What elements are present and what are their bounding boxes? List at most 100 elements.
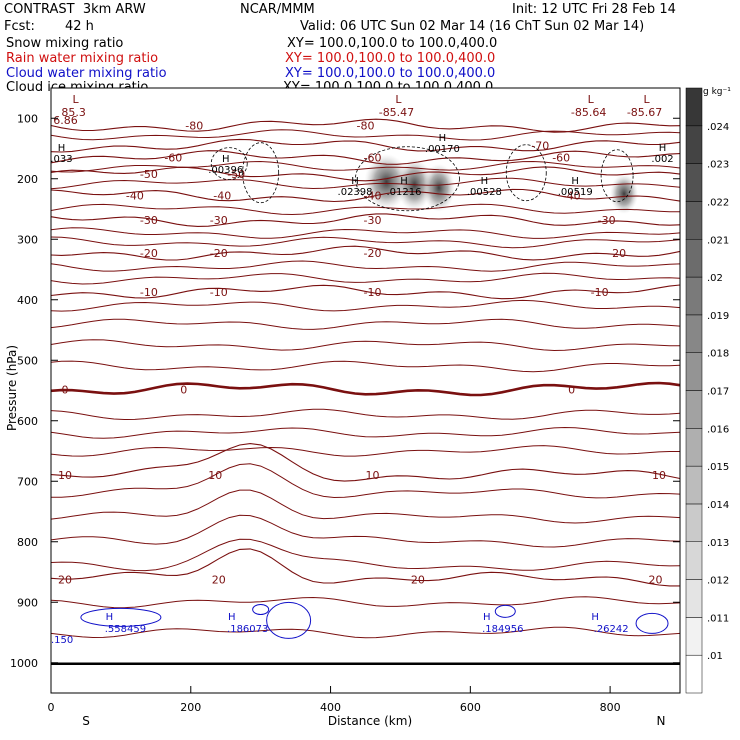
colorbar-cell	[685, 390, 703, 429]
isotherm-label: -30	[140, 214, 158, 227]
ice-high-marker: H	[481, 176, 489, 187]
ice-high-marker: H	[222, 154, 230, 165]
isotherm-line	[50, 360, 681, 373]
isotherm-label: 10	[208, 469, 222, 482]
isotherm-line	[50, 408, 681, 421]
cloud-high-marker: H	[106, 612, 114, 623]
isotherm-10	[50, 443, 681, 482]
isotherm-line	[50, 426, 681, 439]
cloud-max-label: .558459	[105, 624, 146, 635]
fcst-value: 42 h	[65, 19, 94, 34]
isotherm-line	[50, 177, 681, 190]
cloud-max-label: .184956	[482, 624, 523, 635]
isotherm-label: 20	[411, 573, 425, 586]
side-label: .150	[51, 635, 73, 646]
ice-max-label: .002	[651, 154, 673, 165]
isotherm-label: -70	[531, 139, 549, 152]
ice-max-label: .00396	[208, 165, 243, 176]
ice-shading	[610, 173, 639, 214]
min-value-label: -85.67	[627, 106, 662, 119]
isotherm-label: -20	[140, 247, 158, 260]
colorbar-cell	[685, 163, 703, 202]
colorbar-label: .021	[707, 235, 729, 246]
cloud-water-contour	[80, 607, 162, 627]
isotherm-label: -80	[357, 120, 375, 133]
legend-snow-xy: XY= 100.0,100.0 to 100.0,400.0	[287, 36, 498, 51]
colorbar-label: .022	[707, 197, 729, 208]
colorbar-label: .014	[707, 500, 729, 511]
cloud-max-label: .26242	[594, 624, 629, 635]
isotherm-20	[50, 548, 680, 587]
colorbar-cell	[685, 314, 703, 353]
cloud-high-marker: H	[228, 612, 236, 623]
low-marker: L	[588, 93, 595, 106]
ice-max-label: .02398	[338, 187, 373, 198]
low-marker: L	[644, 93, 651, 106]
ice-contour	[355, 146, 460, 212]
isotherm-label: 0	[61, 383, 68, 396]
isotherm--60	[50, 150, 681, 165]
legend-cloudwater-label: Cloud water mixing ratio	[6, 66, 167, 81]
colorbar-label: .011	[707, 613, 729, 624]
isotherm--20	[50, 245, 681, 261]
y-tick-label: 1000	[10, 657, 38, 670]
isotherm-label: -40	[563, 190, 581, 203]
colorbar-label: .023	[707, 160, 729, 171]
min-value-label: -85.47	[379, 106, 414, 119]
isotherm-label: 10	[58, 469, 72, 482]
isotherm-label: -80	[185, 120, 203, 133]
ice-high-marker: H	[659, 143, 667, 154]
colorbar-cell	[685, 428, 703, 467]
isotherm-label: 0	[180, 383, 187, 396]
isotherm-label: 0	[568, 383, 575, 396]
colorbar-label: .019	[707, 311, 729, 322]
ice-max-label: .00170	[425, 144, 460, 155]
south-label: S	[82, 714, 90, 728]
ice-high-marker: H	[571, 176, 579, 187]
isotherm-label: -20	[210, 247, 228, 260]
ice-high-marker: H	[439, 133, 447, 144]
isotherm-line	[50, 260, 681, 272]
colorbar-label: .01	[707, 651, 723, 662]
legend-rain-label: Rain water mixing ratio	[6, 51, 159, 66]
x-tick-label: 200	[180, 701, 201, 714]
legend-rain-xy: XY= 100.0,100.0 to 100.0,400.0	[285, 51, 496, 66]
colorbar-unit: g kg⁻¹	[703, 87, 731, 97]
y-tick-label: 600	[17, 415, 38, 428]
colorbar-cell	[685, 87, 703, 127]
isotherm-label: -60	[552, 152, 570, 165]
colorbar-cell	[685, 465, 703, 505]
colorbar-cell	[685, 352, 703, 391]
ice-contour	[505, 144, 547, 202]
isotherm-line	[50, 227, 681, 239]
isotherm-label: 20	[649, 573, 663, 586]
isotherm-line	[50, 445, 680, 457]
isotherm-line	[50, 339, 680, 352]
colorbar-cell	[685, 541, 703, 580]
isotherm-line	[50, 596, 681, 609]
isotherm-label: -50	[227, 168, 245, 181]
colorbar-label: .017	[707, 387, 729, 398]
y-tick-label: 800	[17, 536, 38, 549]
colorbar-cell	[685, 276, 703, 316]
isotherm-label: -10	[140, 286, 158, 299]
colorbar-cell	[685, 579, 703, 618]
x-tick-label: 800	[600, 701, 621, 714]
isotherm-label: 10	[365, 469, 379, 482]
isotherm-label: -40	[364, 190, 382, 203]
isotherm-line	[50, 489, 681, 524]
isotherm-label: -30	[598, 214, 616, 227]
isotherm-label: -30	[210, 214, 228, 227]
isotherm-label: -20	[364, 247, 382, 260]
y-tick-label: 900	[17, 596, 38, 609]
colorbar-label: .013	[707, 538, 729, 549]
x-axis-label: Distance (km)	[328, 714, 412, 728]
isotherm--30	[50, 213, 681, 227]
ice-max-label: .00519	[558, 187, 593, 198]
isotherm-label: -50	[140, 168, 158, 181]
low-marker: L	[395, 93, 402, 106]
isotherm-label: -10	[591, 286, 609, 299]
min-value-label: -85.64	[571, 106, 606, 119]
legend-cloudwater-xy: XY= 100.0,100.0 to 100.0,400.0	[285, 66, 496, 81]
y-tick-label: 500	[17, 354, 38, 367]
